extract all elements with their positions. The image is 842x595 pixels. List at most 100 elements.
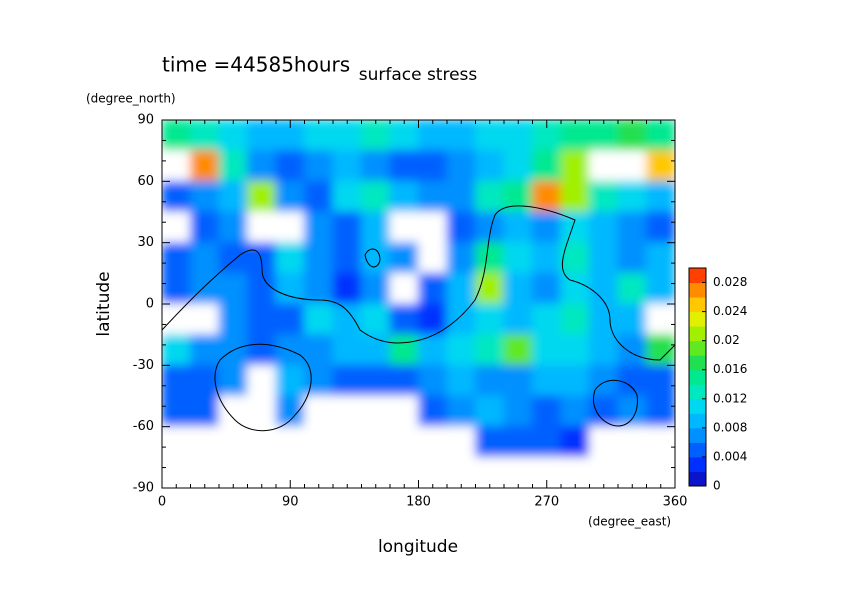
field-cell [332, 334, 362, 366]
field-cell [218, 211, 248, 244]
field-cell [218, 456, 248, 488]
field-cell [361, 456, 391, 488]
field-cell [332, 211, 362, 244]
colorbar: 0 0.004 0.008 0.012 0.016 0.02 0.024 0.028 [688, 267, 747, 493]
y-tick-label: 30 [137, 235, 154, 250]
field-cell [361, 180, 391, 213]
chart-title: surface stress [359, 65, 478, 85]
field-cell [247, 303, 277, 336]
colorbar-swatch [689, 471, 706, 487]
colorbar-swatch [689, 311, 706, 327]
field-cell [646, 426, 675, 458]
field [162, 120, 675, 488]
field-cell [332, 395, 362, 428]
field-cell [617, 120, 647, 152]
field-cell [275, 180, 305, 213]
field-cell [162, 334, 191, 366]
field-cell [503, 334, 533, 366]
x-tick-label: 360 [663, 495, 688, 510]
field-cell [389, 426, 419, 458]
field-cell [617, 150, 647, 182]
field-cell [389, 456, 419, 488]
field-cell [646, 364, 675, 397]
x-tick-label: 90 [282, 495, 299, 510]
field-cell [247, 120, 277, 152]
field-cell [446, 211, 476, 244]
annotation: time =44585hours [162, 53, 350, 77]
field-cell [275, 426, 305, 458]
field-cell [617, 364, 647, 397]
field-cell [304, 242, 334, 274]
field-cell [361, 272, 391, 305]
field-cell [475, 303, 505, 336]
x-tick-label: 180 [406, 495, 431, 510]
field-cell [389, 303, 419, 336]
colorbar-tick-label: 0.028 [713, 275, 747, 289]
field-cell [190, 150, 220, 182]
colorbar-frame [688, 267, 707, 487]
field-cell [503, 456, 533, 488]
field-cell [532, 272, 562, 305]
field-cell [532, 426, 562, 458]
field-cell [589, 242, 619, 274]
field-cell [190, 395, 220, 428]
field-cell [560, 364, 590, 397]
field-cell [475, 120, 505, 152]
field-cell [475, 364, 505, 397]
field-cell [361, 211, 391, 244]
field-cell [162, 395, 191, 428]
field-cell [560, 272, 590, 305]
field-cell [446, 334, 476, 366]
field-cell [475, 426, 505, 458]
field-cell [446, 456, 476, 488]
field-cell [503, 120, 533, 152]
field-cell [532, 211, 562, 244]
field-cell [418, 426, 448, 458]
field-cell [162, 303, 191, 336]
field-cell [361, 364, 391, 397]
field-cell [503, 272, 533, 305]
field-cell [503, 211, 533, 244]
field-cell [162, 272, 191, 305]
field-cell [589, 272, 619, 305]
field-cell [275, 242, 305, 274]
field-cell [560, 395, 590, 428]
colorbar-tick-label: 0.004 [713, 449, 747, 463]
field-cell [162, 456, 191, 488]
field-cell [162, 242, 191, 274]
field-cell [560, 180, 590, 213]
field-cell [503, 364, 533, 397]
field-cell [560, 211, 590, 244]
field-cell [532, 242, 562, 274]
field-cell [304, 303, 334, 336]
field-cell [361, 150, 391, 182]
field-cell [304, 211, 334, 244]
coastlines [162, 205, 675, 432]
field-cell [646, 242, 675, 274]
colorbar-swatch [689, 456, 706, 472]
field-cell [475, 150, 505, 182]
field-cell [446, 426, 476, 458]
field-cell [247, 334, 277, 366]
field-cell [389, 272, 419, 305]
field-cell [332, 456, 362, 488]
colorbar-swatch [689, 268, 706, 284]
y-unit: (degree_north) [86, 92, 176, 106]
field-cell [446, 303, 476, 336]
field-cell [446, 150, 476, 182]
field-cell [162, 211, 191, 244]
field-cell [617, 456, 647, 488]
y-tick-label: 90 [137, 113, 154, 128]
y-axis-label: latitude [94, 271, 114, 336]
field-cell [503, 395, 533, 428]
colorbar-tick-label: 0.016 [713, 362, 747, 376]
field-cell [218, 272, 248, 305]
colorbar-swatch [689, 442, 706, 458]
x-unit: (degree_east) [588, 515, 671, 529]
field-cell [190, 180, 220, 213]
field-cell [389, 120, 419, 152]
field-cell [332, 272, 362, 305]
field-cell [275, 334, 305, 366]
field-cell [475, 180, 505, 213]
